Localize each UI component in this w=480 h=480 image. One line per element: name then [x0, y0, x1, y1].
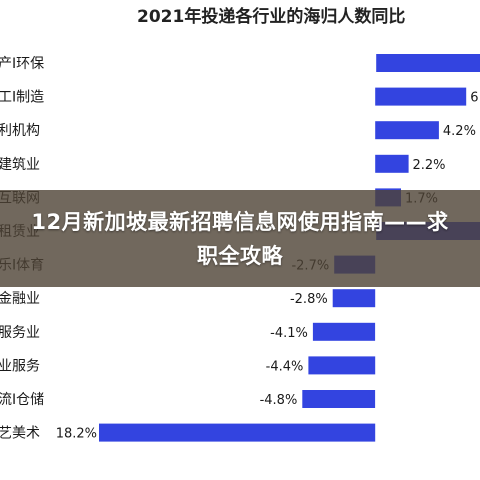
value-label: -4.4%: [266, 359, 304, 374]
value-label: -4.1%: [270, 326, 308, 341]
value-label: 4.2%: [443, 124, 476, 139]
bar: [375, 121, 439, 140]
bar: [376, 54, 480, 72]
bar: [302, 390, 376, 408]
category-label: 金融业: [0, 291, 40, 307]
category-label: 产I环保: [0, 56, 44, 72]
value-label: -4.8%: [260, 393, 298, 408]
headline-text: 12月新加坡最新招聘信息网使用指南——求职全攻略: [31, 209, 449, 268]
category-label: 服务业: [0, 325, 40, 341]
value-label: -2.8%: [290, 292, 328, 307]
category-label: 流I仓储: [0, 392, 44, 408]
value-label: 18.2%: [56, 427, 97, 442]
category-label: 工I制造: [0, 90, 44, 106]
bar: [332, 289, 376, 308]
bar: [308, 356, 376, 375]
value-label: 6: [470, 91, 478, 106]
headline-banner: 12月新加坡最新招聘信息网使用指南——求职全攻略: [0, 190, 480, 287]
bar: [99, 423, 376, 442]
category-label: 艺美术: [0, 426, 40, 442]
chart-title: 2021年投递各行业的海归人数同比: [137, 6, 405, 27]
bar: [375, 154, 409, 173]
bar: [375, 87, 467, 106]
value-label: 2.2%: [413, 158, 446, 173]
bar: [312, 322, 376, 341]
category-label: 业服务: [0, 358, 40, 374]
category-label: 利机构: [0, 123, 40, 139]
category-label: 建筑业: [0, 157, 40, 173]
